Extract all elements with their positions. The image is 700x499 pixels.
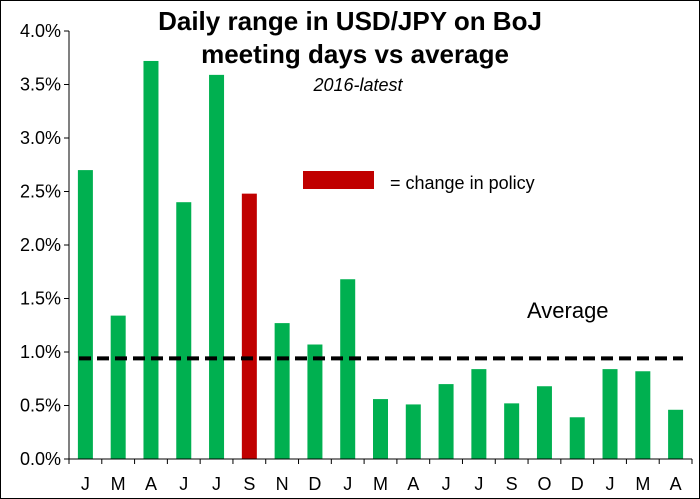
bar [110,315,126,459]
y-tick-label: 2.0% [20,235,61,255]
x-tick-label: A [670,474,682,494]
x-tick-label: M [111,474,126,494]
x-tick-label: D [308,474,321,494]
bar [307,344,323,459]
x-tick-label: J [606,474,615,494]
bar [209,74,225,460]
bar [536,386,552,459]
x-tick-label: J [179,474,188,494]
bar [635,371,651,459]
bar [602,369,618,459]
x-tick-label: D [571,474,584,494]
bar [668,409,684,459]
y-tick-label: 2.5% [20,182,61,202]
bar [438,384,454,459]
x-tick-label: J [81,474,90,494]
y-tick-label: 1.5% [20,289,61,309]
x-tick-label: S [506,474,518,494]
x-tick-label: M [373,474,388,494]
x-tick-label: A [407,474,419,494]
y-tick-label: 3.0% [20,128,61,148]
x-tick-label: J [474,474,483,494]
x-tick-label: J [212,474,221,494]
x-tick-label: M [635,474,650,494]
bar [274,323,290,459]
chart-title-line1: Daily range in USD/JPY on BoJ [158,6,542,36]
chart-title-line2: meeting days vs average [201,39,509,69]
average-label: Average [527,298,609,323]
x-tick-label: A [145,474,157,494]
y-tick-label: 0.5% [20,396,61,416]
bar-policy-change [241,193,257,459]
legend-swatch-policy-change [303,171,374,189]
bar [504,403,520,459]
bar [340,279,356,459]
legend-label-policy-change: = change in policy [390,173,535,193]
x-tick-label: J [343,474,352,494]
bar [405,404,421,459]
bar [77,170,93,459]
y-axis: 0.0% 0.5% 1.0% 1.5% 2.0% 2.5% 3.0% 3.5% 4.0% [20,21,70,469]
bars [77,60,684,460]
y-tick-label: 0.0% [20,449,61,469]
bar [471,369,487,459]
x-tick-label: O [537,474,551,494]
bar [569,417,585,459]
y-tick-label: 1.0% [20,342,61,362]
bar [143,60,159,460]
y-tick-label: 4.0% [20,21,61,41]
x-tick-label: J [442,474,451,494]
chart-subtitle: 2016-latest [312,75,403,95]
y-tick-label: 3.5% [20,75,61,95]
x-tick-label: N [276,474,289,494]
bar [176,202,192,459]
x-tick-label: S [243,474,255,494]
bar [373,399,388,459]
